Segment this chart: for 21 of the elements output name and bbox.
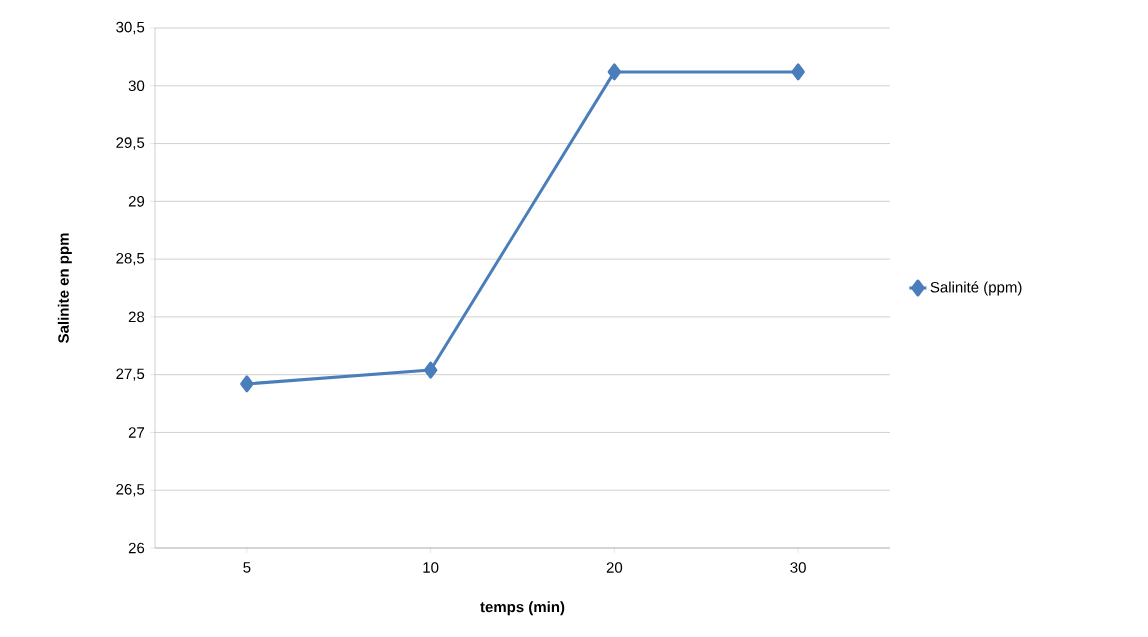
x-tick-label: 5 <box>243 562 251 573</box>
y-tick-label: 30 <box>128 80 145 92</box>
y-tick-label: 28,5 <box>116 252 145 266</box>
x-axis-title: temps (min) <box>480 601 565 616</box>
y-axis-title: Salinite en ppm <box>57 233 72 343</box>
y-tick-label: 27,5 <box>116 368 145 381</box>
legend-label: Salinité (ppm) <box>930 281 1022 296</box>
x-tick-label: 10 <box>423 562 439 573</box>
y-tick-label: 26,5 <box>116 484 145 497</box>
y-tick-label: 26 <box>128 542 145 554</box>
x-tick-label: 30 <box>790 562 806 573</box>
point <box>423 361 438 379</box>
point <box>240 375 254 393</box>
x-tick-label: 20 <box>606 562 623 573</box>
y-tick-label: 28 <box>128 311 145 323</box>
point <box>607 63 622 81</box>
y-tick-label: 30,5 <box>116 21 145 35</box>
y-tick-label: 27 <box>128 427 145 438</box>
y-tick-label: 29,5 <box>116 137 145 150</box>
point <box>791 63 805 81</box>
y-tick-label: 29 <box>128 196 145 207</box>
